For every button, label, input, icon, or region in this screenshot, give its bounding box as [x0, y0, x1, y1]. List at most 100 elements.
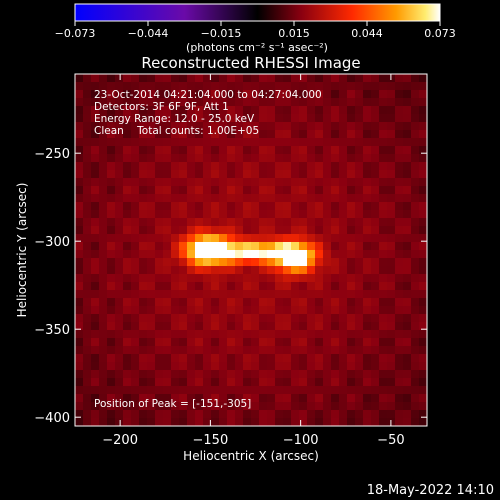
heatmap-cell [187, 306, 196, 315]
heatmap-cell [115, 330, 124, 339]
heatmap-cell [371, 242, 380, 251]
heatmap-cell [347, 98, 356, 107]
heatmap-cell [323, 122, 332, 131]
heatmap-cell [251, 418, 260, 426]
heatmap-cell [299, 250, 308, 259]
heatmap-cell [259, 282, 268, 291]
heatmap-cell [75, 74, 84, 83]
heatmap-cell [171, 314, 180, 323]
heatmap-cell [139, 114, 148, 123]
heatmap-cell [299, 346, 308, 355]
heatmap-cell [115, 194, 124, 203]
heatmap-cell [379, 290, 388, 299]
heatmap-cell [411, 298, 420, 307]
heatmap-cell [179, 338, 188, 347]
heatmap-cell [331, 242, 340, 251]
heatmap-cell [115, 290, 124, 299]
heatmap-cell [275, 194, 284, 203]
heatmap-cell [187, 138, 196, 147]
heatmap-cell [235, 362, 244, 371]
heatmap-cell [355, 258, 364, 267]
heatmap-cell [259, 354, 268, 363]
heatmap-cell [267, 346, 276, 355]
heatmap-cell [315, 354, 324, 363]
colorbar-tick-label: −0.015 [201, 27, 242, 40]
heatmap-cell [147, 250, 156, 259]
heatmap-cell [371, 386, 380, 395]
heatmap-cell [163, 242, 172, 251]
heatmap-cell [323, 234, 332, 243]
heatmap-cell [403, 122, 412, 131]
heatmap-cell [411, 170, 420, 179]
heatmap-cell [395, 418, 404, 426]
heatmap-cell [291, 354, 300, 363]
heatmap-cell [115, 210, 124, 219]
heatmap-cell [291, 146, 300, 155]
heatmap-cell [227, 170, 236, 179]
x-axis-label: Heliocentric X (arcsec) [183, 449, 319, 463]
heatmap-cell [195, 98, 204, 107]
heatmap-cell [283, 274, 292, 283]
heatmap-cell [259, 226, 268, 235]
heatmap-cell [307, 194, 316, 203]
heatmap-cell [219, 274, 228, 283]
heatmap-cell [283, 410, 292, 419]
heatmap-cell [411, 410, 420, 419]
heatmap-cell [347, 170, 356, 179]
heatmap-cell [251, 386, 260, 395]
heatmap-cell [227, 418, 236, 426]
heatmap-cell [387, 346, 396, 355]
heatmap-cell [155, 138, 164, 147]
heatmap-cell [307, 322, 316, 331]
heatmap-cell [203, 362, 212, 371]
heatmap-cell [91, 210, 100, 219]
heatmap-cell [187, 194, 196, 203]
heatmap-cell [363, 122, 372, 131]
heatmap-cell [99, 378, 108, 387]
heatmap-cell [155, 402, 164, 411]
heatmap-cell [259, 170, 268, 179]
heatmap-cell [99, 290, 108, 299]
heatmap-cell [371, 82, 380, 91]
heatmap-cell [83, 418, 92, 426]
heatmap-cell [339, 186, 348, 195]
heatmap-cell [99, 306, 108, 315]
heatmap-cell [259, 146, 268, 155]
heatmap-cell [179, 226, 188, 235]
heatmap-cell [243, 242, 252, 251]
heatmap-cell [131, 162, 140, 171]
heatmap-cell [251, 322, 260, 331]
heatmap-cell [123, 410, 132, 419]
heatmap-cell [139, 282, 148, 291]
heatmap-cell [235, 266, 244, 275]
heatmap-cell [91, 362, 100, 371]
heatmap-cell [235, 194, 244, 203]
heatmap-cell [291, 402, 300, 411]
heatmap-cell [379, 354, 388, 363]
heatmap-cell [115, 170, 124, 179]
heatmap-cell [203, 298, 212, 307]
heatmap-cell [243, 378, 252, 387]
heatmap-cell [251, 330, 260, 339]
heatmap-cell [123, 370, 132, 379]
heatmap-cell [299, 194, 308, 203]
heatmap-cell [275, 274, 284, 283]
heatmap-cell [291, 194, 300, 203]
heatmap-cell [83, 330, 92, 339]
heatmap-cell [387, 186, 396, 195]
heatmap-cell [235, 210, 244, 219]
heatmap-cell [411, 82, 420, 91]
heatmap-cell [243, 234, 252, 243]
heatmap-cell [235, 130, 244, 139]
heatmap-cell [347, 210, 356, 219]
heatmap-cell [107, 386, 116, 395]
heatmap-cell [219, 306, 228, 315]
heatmap-cell [339, 410, 348, 419]
heatmap-cell [123, 290, 132, 299]
heatmap-cell [147, 210, 156, 219]
heatmap-cell [147, 154, 156, 163]
colorbar: −0.073 −0.044 −0.015 0.015 0.044 0.073 (photo… [55, 3, 456, 54]
heatmap-cell [283, 298, 292, 307]
heatmap-cell [171, 362, 180, 371]
heatmap-cell [243, 74, 252, 83]
